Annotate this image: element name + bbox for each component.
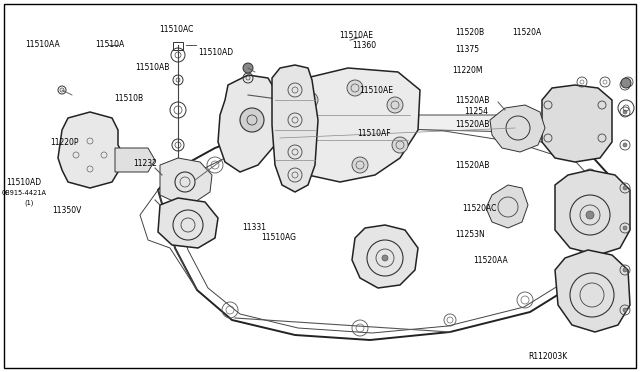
Text: 11360: 11360: [352, 41, 376, 50]
Polygon shape: [282, 68, 420, 182]
Text: 11220P: 11220P: [50, 138, 79, 147]
Text: 11510AB: 11510AB: [136, 63, 170, 72]
Circle shape: [586, 211, 594, 219]
Text: 11253N: 11253N: [456, 230, 485, 239]
Polygon shape: [555, 250, 630, 332]
Polygon shape: [272, 65, 318, 192]
Circle shape: [382, 255, 388, 261]
Circle shape: [347, 80, 363, 96]
Polygon shape: [490, 105, 545, 152]
Polygon shape: [555, 170, 630, 255]
Text: 11520AA: 11520AA: [474, 256, 508, 265]
Text: 11510AE: 11510AE: [360, 86, 394, 94]
Circle shape: [623, 308, 627, 312]
Circle shape: [302, 92, 318, 108]
Circle shape: [623, 186, 627, 190]
Text: 11510AC: 11510AC: [159, 25, 193, 33]
Text: 11254: 11254: [465, 107, 488, 116]
Circle shape: [623, 83, 627, 87]
Circle shape: [621, 78, 631, 88]
Text: 11331: 11331: [242, 223, 266, 232]
Circle shape: [240, 108, 264, 132]
Bar: [173, 42, 183, 50]
Text: 11520AB: 11520AB: [456, 161, 490, 170]
Text: 11510B: 11510B: [114, 94, 143, 103]
Polygon shape: [58, 112, 125, 188]
Text: 11520AC: 11520AC: [462, 204, 497, 213]
Circle shape: [352, 157, 368, 173]
Text: 11510AD: 11510AD: [198, 48, 234, 57]
Text: 11520A: 11520A: [512, 28, 541, 37]
Polygon shape: [220, 115, 580, 155]
Circle shape: [387, 97, 403, 113]
Circle shape: [623, 226, 627, 230]
Circle shape: [543, 88, 607, 152]
Text: 11232: 11232: [133, 159, 157, 168]
Text: 11510AE: 11510AE: [339, 31, 373, 40]
Text: R112003K: R112003K: [529, 352, 568, 361]
Text: 11510AD: 11510AD: [6, 178, 42, 187]
Text: 11520AB: 11520AB: [456, 96, 490, 105]
Circle shape: [565, 110, 585, 130]
Circle shape: [623, 110, 627, 114]
Text: 11510AG: 11510AG: [261, 233, 296, 242]
Text: 11520B: 11520B: [456, 28, 485, 37]
Polygon shape: [158, 198, 218, 248]
Polygon shape: [542, 85, 612, 162]
Polygon shape: [160, 158, 212, 202]
Text: 0B915-4421A: 0B915-4421A: [1, 190, 46, 196]
Circle shape: [243, 63, 253, 73]
Circle shape: [623, 143, 627, 147]
Polygon shape: [115, 148, 155, 172]
Circle shape: [623, 268, 627, 272]
Text: 11375: 11375: [456, 45, 480, 54]
Text: 11510A: 11510A: [95, 40, 124, 49]
Text: 11220M: 11220M: [452, 66, 483, 75]
Text: 11510AA: 11510AA: [26, 40, 60, 49]
Text: (1): (1): [24, 199, 34, 206]
Text: 11520AB: 11520AB: [456, 120, 490, 129]
Polygon shape: [486, 185, 528, 228]
Polygon shape: [218, 75, 282, 172]
Text: 11510AF: 11510AF: [357, 129, 391, 138]
Polygon shape: [352, 225, 418, 288]
Text: 11350V: 11350V: [52, 206, 82, 215]
Circle shape: [392, 137, 408, 153]
